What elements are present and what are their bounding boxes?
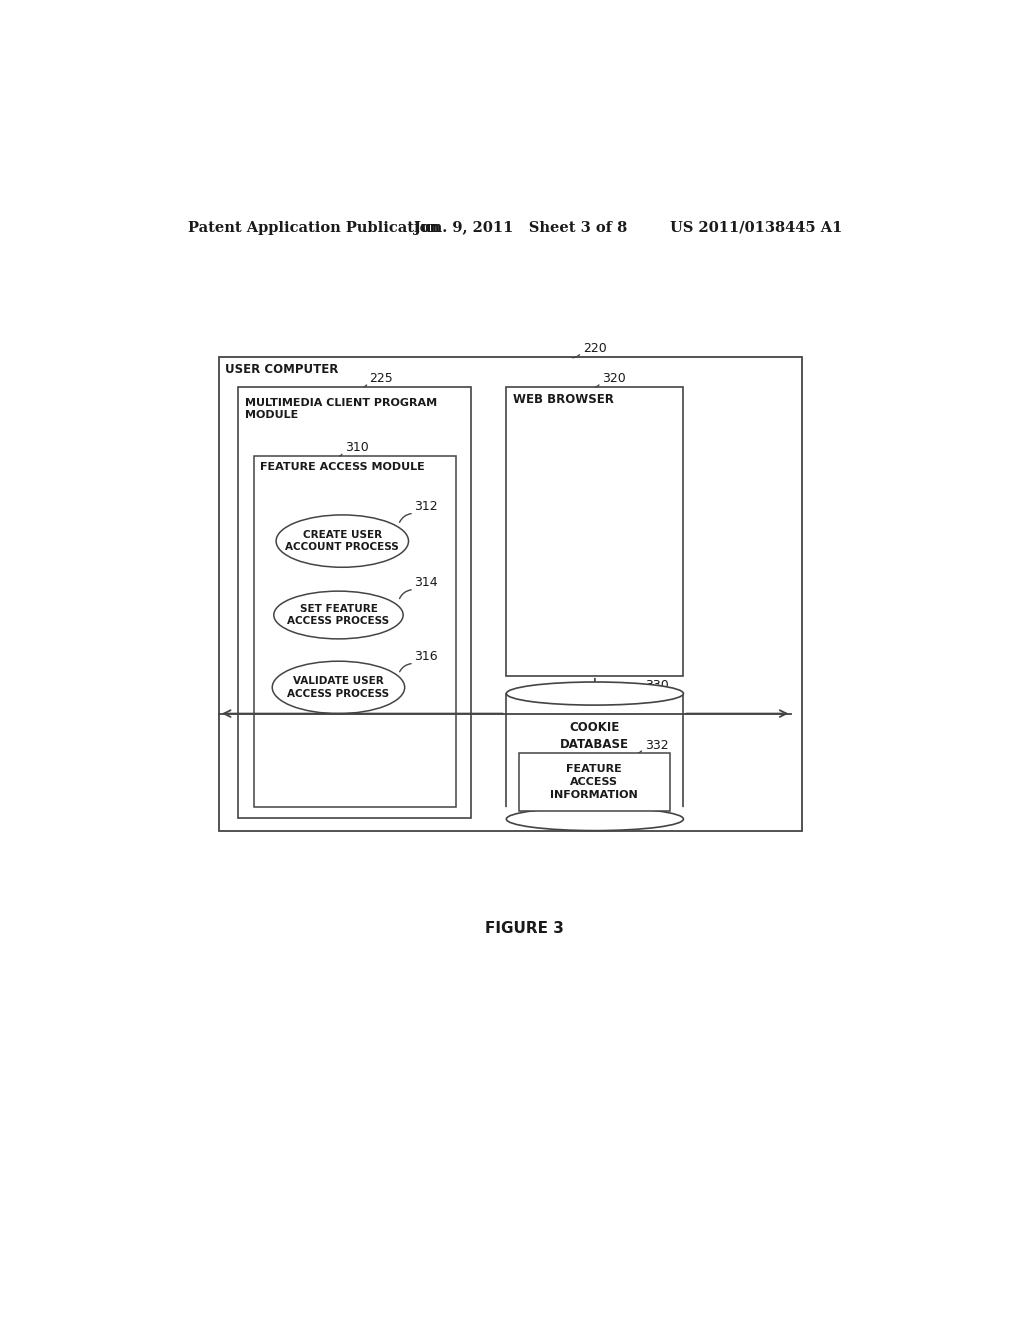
Text: FEATURE
ACCESS
INFORMATION: FEATURE ACCESS INFORMATION	[550, 764, 638, 800]
Text: SET FEATURE
ACCESS PROCESS: SET FEATURE ACCESS PROCESS	[288, 603, 389, 626]
Text: Patent Application Publication: Patent Application Publication	[188, 220, 440, 235]
Ellipse shape	[506, 682, 683, 705]
Bar	[219, 358, 802, 830]
Bar	[506, 387, 683, 676]
Ellipse shape	[506, 808, 683, 830]
Text: MULTIMEDIA CLIENT PROGRAM
MODULE: MULTIMEDIA CLIENT PROGRAM MODULE	[245, 397, 436, 420]
Ellipse shape	[276, 515, 409, 568]
Text: US 2011/0138445 A1: US 2011/0138445 A1	[670, 220, 842, 235]
Text: USER COMPUTER: USER COMPUTER	[225, 363, 339, 376]
Bar	[254, 457, 456, 807]
Text: 316: 316	[414, 649, 437, 663]
Text: CREATE USER
ACCOUNT PROCESS: CREATE USER ACCOUNT PROCESS	[286, 529, 399, 552]
Text: 330: 330	[645, 680, 669, 693]
Text: Jun. 9, 2011   Sheet 3 of 8: Jun. 9, 2011 Sheet 3 of 8	[414, 220, 627, 235]
Text: 225: 225	[370, 372, 393, 385]
Bar	[518, 752, 670, 812]
Text: 332: 332	[645, 739, 669, 752]
Text: FIGURE 3: FIGURE 3	[485, 921, 564, 936]
Text: 312: 312	[414, 499, 437, 512]
Text: VALIDATE USER
ACCESS PROCESS: VALIDATE USER ACCESS PROCESS	[288, 676, 389, 698]
Text: COOKIE
DATABASE: COOKIE DATABASE	[560, 721, 630, 751]
Ellipse shape	[273, 591, 403, 639]
Text: 220: 220	[584, 342, 607, 355]
Text: WEB BROWSER: WEB BROWSER	[513, 393, 614, 407]
Ellipse shape	[272, 661, 404, 714]
Text: 310: 310	[345, 441, 369, 454]
Bar	[239, 387, 471, 818]
Text: 320: 320	[602, 372, 626, 385]
Text: FEATURE ACCESS MODULE: FEATURE ACCESS MODULE	[260, 462, 425, 473]
Text: 314: 314	[414, 576, 437, 589]
